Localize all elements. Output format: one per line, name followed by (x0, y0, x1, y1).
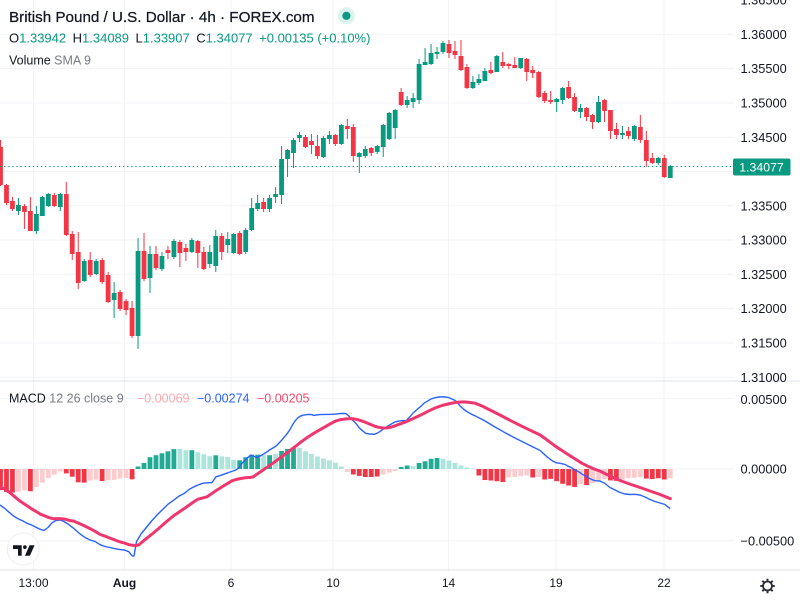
svg-text:22: 22 (657, 576, 671, 590)
svg-text:1.34500: 1.34500 (741, 130, 787, 145)
svg-text:1.36500: 1.36500 (741, 0, 787, 8)
svg-text:1.34077: 1.34077 (739, 160, 784, 174)
svg-text:1.32000: 1.32000 (741, 301, 787, 316)
svg-text:14: 14 (442, 576, 456, 590)
svg-text:MACD 12 26 close 9 −0.00069−0.: MACD 12 26 close 9 −0.00069 −0.00274 −0.00… (9, 392, 310, 406)
svg-text:1.36000: 1.36000 (741, 27, 787, 42)
svg-text:13:00: 13:00 (18, 576, 48, 590)
svg-text:1.35000: 1.35000 (741, 96, 787, 111)
svg-text:−0.00500: −0.00500 (741, 533, 795, 548)
svg-text:1.31000: 1.31000 (741, 370, 787, 385)
svg-text:0.00000: 0.00000 (741, 462, 787, 477)
svg-text:0.00500: 0.00500 (741, 392, 787, 407)
svg-text:1.35500: 1.35500 (741, 61, 787, 76)
svg-text:Volume SMA 9: Volume SMA 9 (9, 54, 91, 68)
svg-text:1.33000: 1.33000 (741, 233, 787, 248)
svg-text:O1.33942 H1.34089 L1.33907 C1.: O1.33942 H1.34089 L1.33907 C1.34077 +0.0… (9, 31, 370, 46)
svg-text:Aug: Aug (113, 576, 136, 590)
svg-text:1.33500: 1.33500 (741, 198, 787, 213)
svg-text:1.32500: 1.32500 (741, 267, 787, 282)
svg-text:6: 6 (228, 576, 235, 590)
svg-text:British Pound / U.S. Dollar ·: British Pound / U.S. Dollar · 4h · FOREX… (9, 9, 315, 26)
svg-text:10: 10 (326, 576, 340, 590)
svg-text:19: 19 (549, 576, 563, 590)
svg-text:1.31500: 1.31500 (741, 336, 787, 351)
